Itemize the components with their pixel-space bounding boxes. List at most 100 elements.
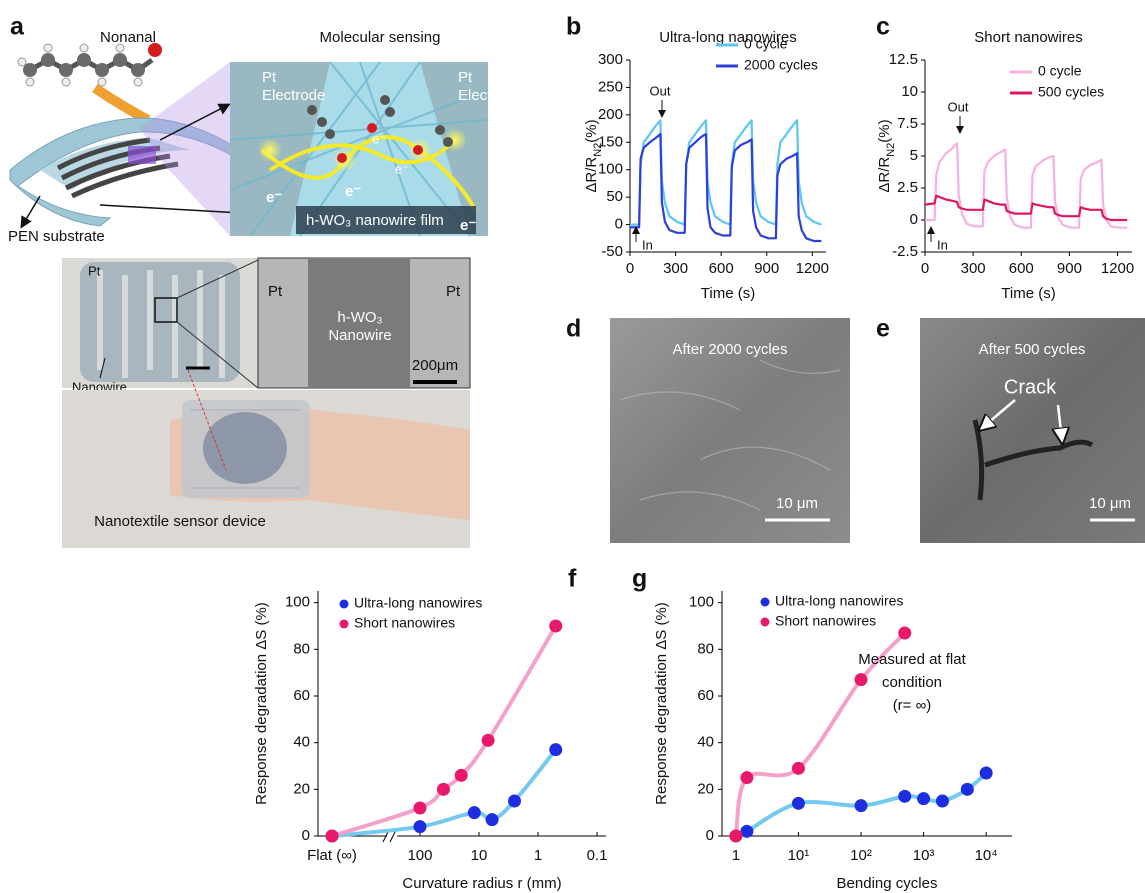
y-tick-label: 20 [293, 780, 310, 797]
point [898, 790, 911, 803]
electron: e⁻ [345, 183, 361, 200]
y-tick-label: 60 [293, 687, 310, 704]
x-tick-label: 10² [850, 847, 872, 864]
legend-label: Short nanowires [354, 615, 455, 631]
y-tick-label: 80 [293, 640, 310, 657]
x-tick-label: 0.1 [587, 847, 608, 864]
y-label-unit: (%) [876, 119, 893, 142]
legend-marker [340, 600, 349, 609]
annotation: Out [948, 99, 969, 114]
sem-label: h-WO₃ [337, 309, 382, 326]
sem-label: Nanowire [328, 327, 391, 344]
x-tick-label: 600 [709, 260, 734, 277]
point [486, 813, 499, 826]
annotation: condition [882, 674, 942, 691]
y-tick-label: 0 [615, 216, 623, 233]
point [413, 820, 426, 833]
point [455, 769, 468, 782]
point [549, 620, 562, 633]
x-axis-label: Bending cycles [837, 875, 938, 892]
x-tick-label: 300 [961, 260, 986, 277]
y-tick-label: 12.5 [889, 51, 918, 68]
scale-label: 200μm [412, 357, 458, 374]
electrode-label: Electrode [458, 87, 521, 104]
point [326, 830, 339, 843]
y-label-main: ΔR/R [583, 157, 600, 193]
x-tick-label: 300 [663, 260, 688, 277]
y-tick-label: -50 [601, 243, 623, 260]
annotation: In [937, 237, 948, 252]
panel-label: b [566, 13, 581, 41]
point [437, 783, 450, 796]
x-tick-label: 0 [921, 260, 929, 277]
panel-label: g [632, 565, 647, 593]
y-label-unit: (%) [583, 119, 600, 142]
point [917, 792, 930, 805]
y-tick-label: 0 [706, 827, 714, 844]
panel-a-title: Molecular sensing [320, 29, 441, 46]
scale-label: 10 μm [1089, 495, 1131, 512]
point [855, 799, 868, 812]
legend-label: 500 cycles [1038, 84, 1104, 100]
x-axis-label: Time (s) [701, 285, 755, 302]
y-tick-label: 80 [697, 640, 714, 657]
electrode-label: Electrode [262, 87, 325, 104]
electron: e⁻ [266, 189, 282, 206]
sem-title: After 2000 cycles [672, 341, 787, 358]
electron: e⁻ [372, 131, 386, 146]
point [792, 797, 805, 810]
x-tick-label: 10⁴ [975, 847, 998, 864]
page: a b c d e f g Nonanal PEN substrate Mole… [0, 0, 1145, 893]
molecule [18, 43, 162, 86]
x-tick-label: 1200 [1101, 260, 1134, 277]
y-tick-label: 7.5 [897, 115, 918, 132]
point [792, 762, 805, 775]
point [980, 767, 993, 780]
fit-curve [747, 773, 986, 831]
panel-label: f [568, 565, 577, 593]
photo-label: Pt [88, 263, 101, 278]
point [549, 743, 562, 756]
legend-label: Short nanowires [775, 613, 876, 629]
pointer-arrow [22, 196, 40, 226]
y-tick-label: 10 [901, 83, 918, 100]
legend-marker [761, 598, 770, 607]
legend-label: Ultra-long nanowires [354, 595, 482, 611]
y-label-sub: N2 [885, 143, 897, 157]
sem-annotation: Crack [1004, 376, 1057, 398]
y-tick-label: 100 [285, 594, 310, 611]
y-axis-label: Response degradation ΔS (%) [253, 602, 270, 805]
panel-label: c [876, 13, 890, 41]
x-tick-label: 10¹ [788, 847, 810, 864]
y-tick-label: 5 [910, 147, 918, 164]
point [936, 795, 949, 808]
annotation: Measured at flat [858, 651, 966, 668]
point [740, 771, 753, 784]
x-tick-label: Flat (∞) [307, 847, 357, 864]
y-tick-label: 20 [697, 780, 714, 797]
substrate-label: PEN substrate [8, 228, 105, 245]
y-tick-label: -2.5 [892, 243, 918, 260]
legend-marker [340, 620, 349, 629]
scale-label: 10 μm [776, 495, 818, 512]
y-tick-label: 2.5 [897, 179, 918, 196]
annotation: In [642, 237, 653, 252]
series-line [925, 196, 1127, 220]
figure: a b c d e f g Nonanal PEN substrate Mole… [0, 0, 1145, 893]
fit-curve [332, 626, 556, 836]
x-tick-label: 1 [534, 847, 542, 864]
x-tick-label: 900 [754, 260, 779, 277]
y-axis-label: Response degradation ΔS (%) [653, 602, 670, 805]
sem-label: Pt [446, 283, 461, 300]
annotation: Out [650, 83, 671, 98]
electron: e⁻ [395, 161, 409, 176]
y-axis-label: ΔR/RN2(%) [876, 119, 897, 192]
point [729, 830, 742, 843]
x-tick-label: 0 [626, 260, 634, 277]
x-tick-label: 100 [407, 847, 432, 864]
molecule-name: Nonanal [100, 29, 156, 46]
series-line [925, 143, 1127, 228]
legend-marker [761, 618, 770, 627]
x-tick-label: 10 [471, 847, 488, 864]
x-axis-label: Time (s) [1001, 285, 1055, 302]
